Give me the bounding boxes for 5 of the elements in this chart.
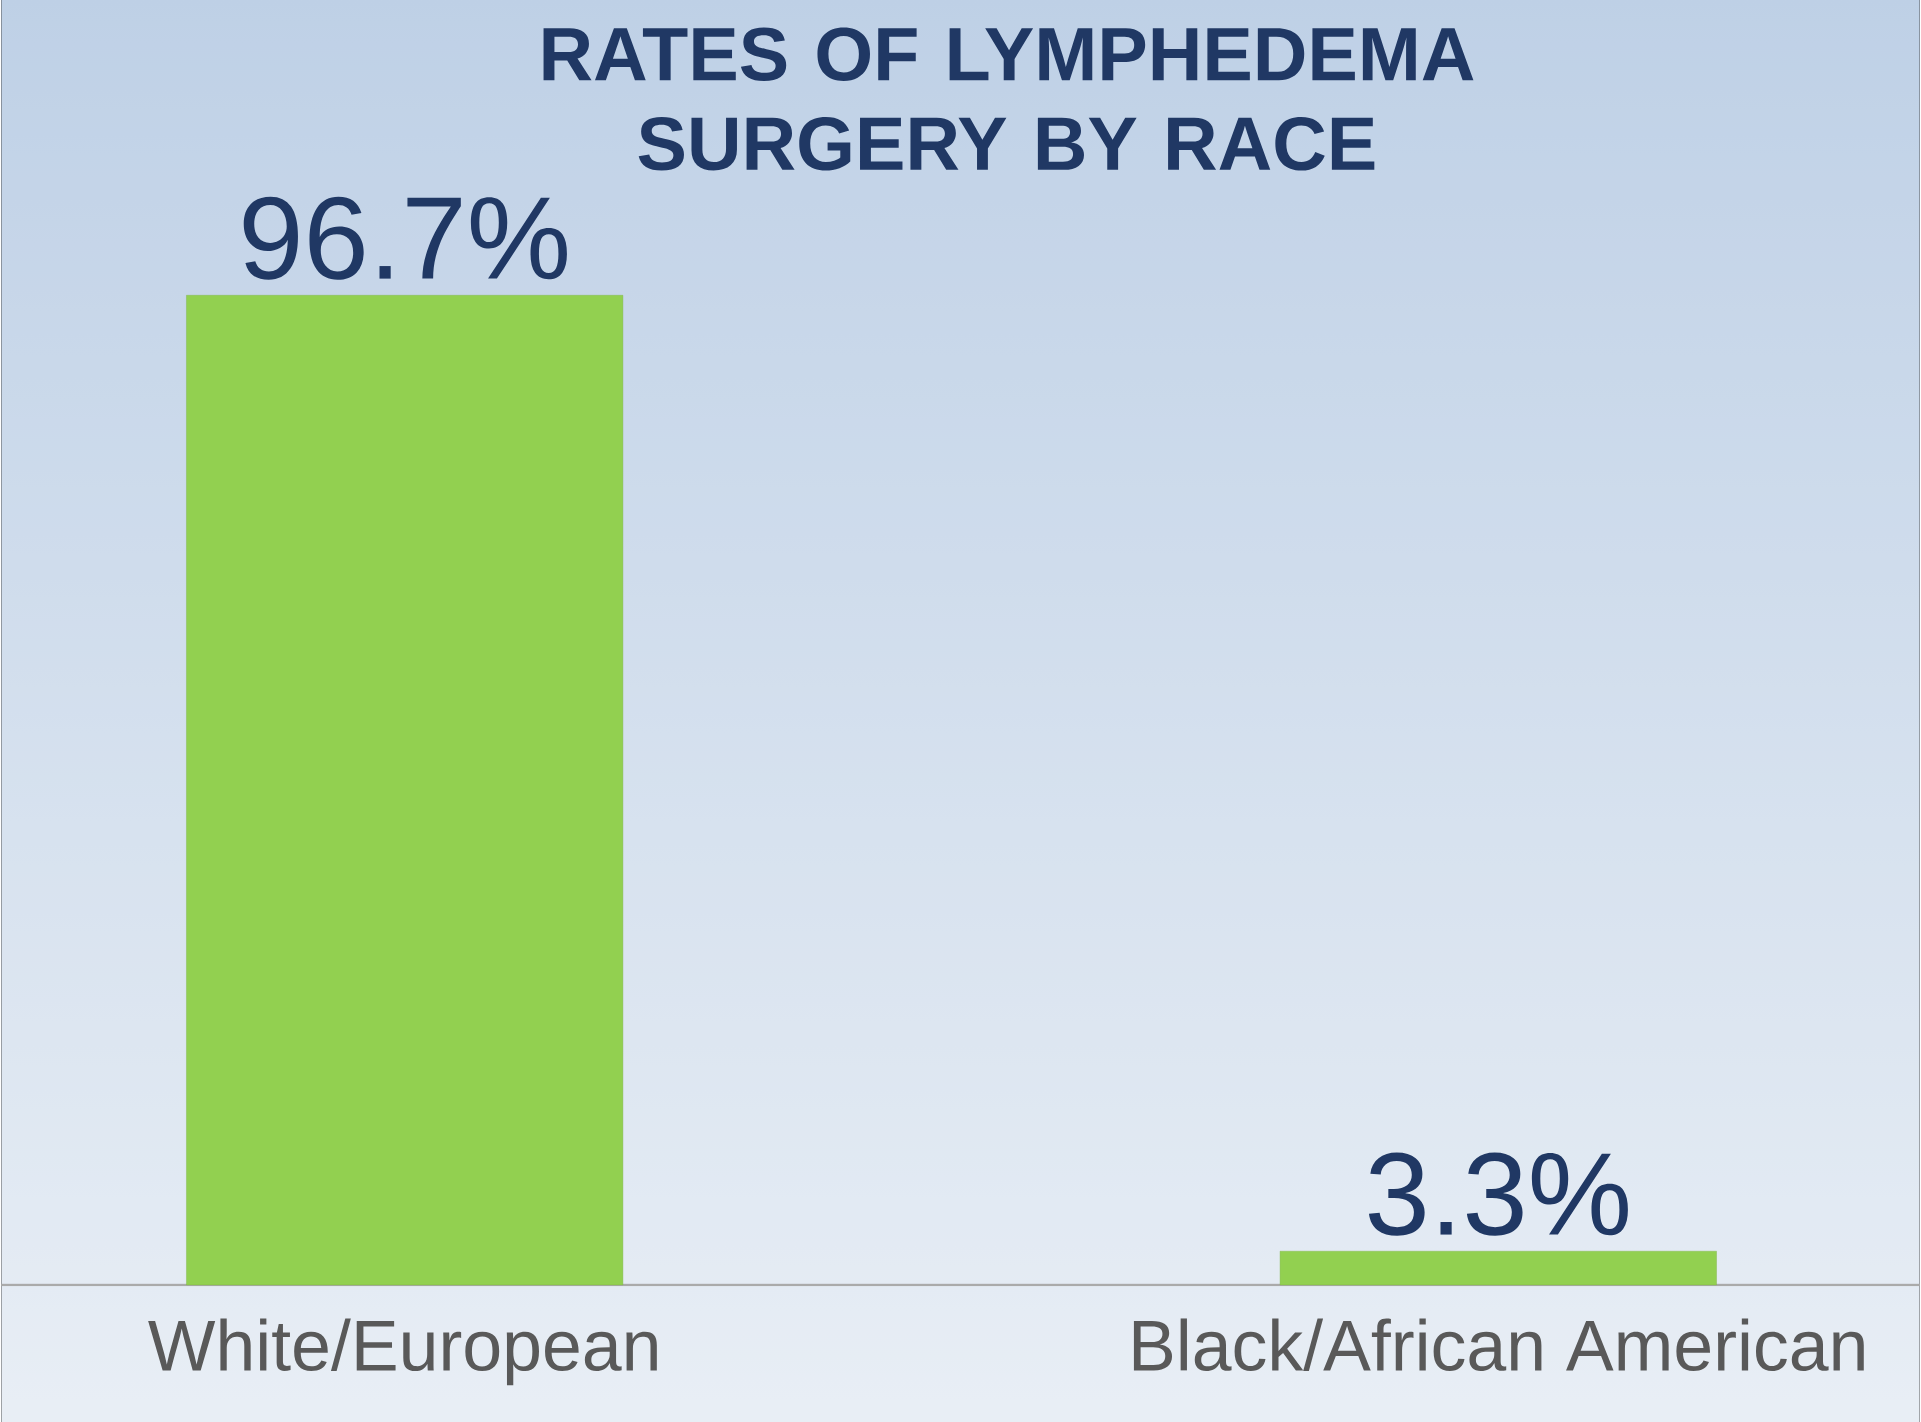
x-tick-label: Black/African American bbox=[1133, 1318, 1864, 1372]
data-label: 96.7% bbox=[243, 196, 567, 280]
data-label: 3.3% bbox=[1368, 1152, 1628, 1236]
x-tick-label: White/European bbox=[148, 1318, 657, 1386]
chart-title: RATES OF LYMPHEDEMA SURGERY BY RACE bbox=[543, 27, 1474, 171]
